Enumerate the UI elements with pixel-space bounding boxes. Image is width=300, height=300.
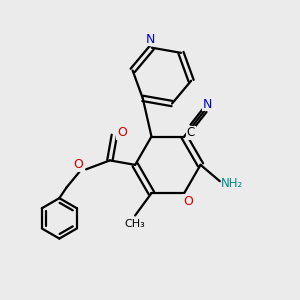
- Text: C: C: [187, 126, 195, 139]
- Text: O: O: [73, 158, 83, 171]
- Text: CH₃: CH₃: [124, 219, 145, 229]
- Text: O: O: [183, 195, 193, 208]
- Text: N: N: [202, 98, 212, 110]
- Text: O: O: [117, 126, 127, 139]
- Text: N: N: [146, 33, 155, 46]
- Text: NH₂: NH₂: [221, 177, 244, 190]
